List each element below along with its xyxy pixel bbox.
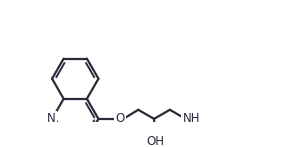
Text: N: N [47, 112, 56, 125]
Text: O: O [115, 112, 125, 125]
Text: OH: OH [147, 135, 165, 147]
Text: NH: NH [183, 112, 200, 125]
